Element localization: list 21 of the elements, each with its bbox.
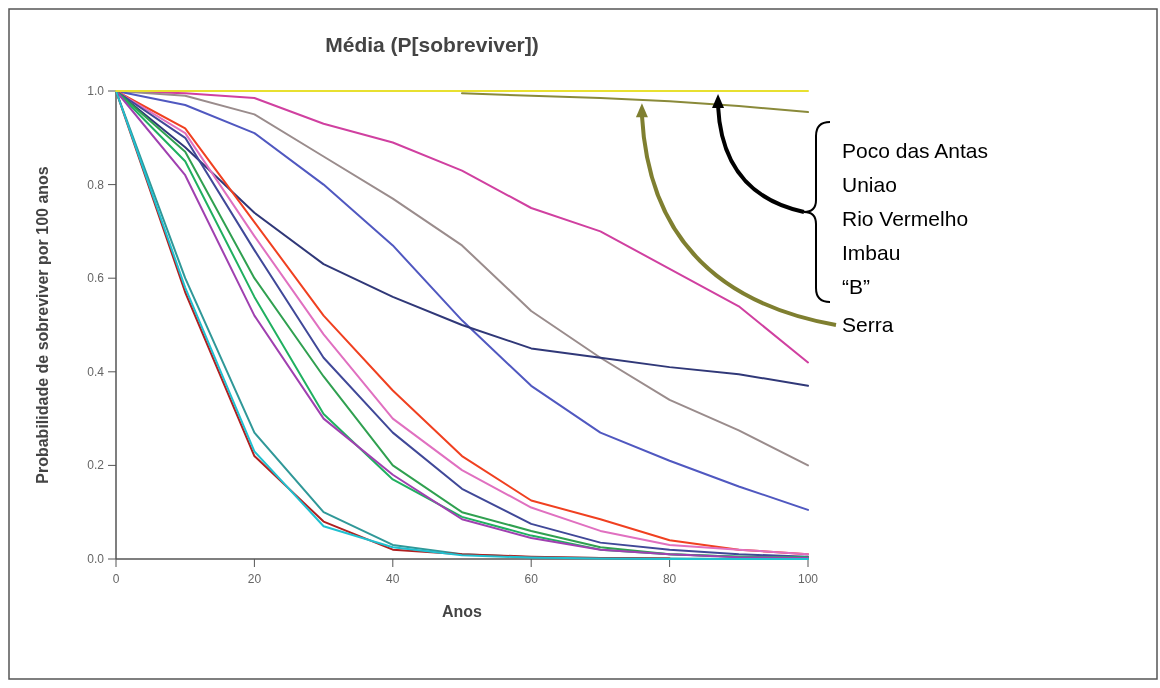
- text: Rio Vermelho: [842, 207, 969, 230]
- y-tick-label: 0.8: [87, 177, 105, 192]
- text: Serra: [842, 313, 894, 336]
- chart-title: Média (P[sobreviver]): [325, 33, 539, 56]
- y-tick-label: 1.0: [87, 84, 105, 98]
- x-tick-label: 40: [386, 572, 400, 586]
- x-tick-label: 0: [112, 572, 120, 586]
- y-tick-label: 0.4: [87, 364, 105, 379]
- text: “B”: [842, 275, 870, 298]
- x-tick-label: 60: [524, 572, 539, 586]
- y-axis-title: Probabilidade de sobreviver por 100 anos: [34, 166, 51, 484]
- text: Uniao: [842, 173, 897, 196]
- x-tick-label: 20: [247, 572, 262, 586]
- y-tick-label: 0.6: [87, 271, 105, 286]
- y-tick-label: 0.2: [87, 458, 105, 473]
- x-axis-title: Anos: [442, 603, 483, 620]
- x-tick-label: 80: [662, 572, 677, 586]
- text: Imbau: [842, 241, 901, 264]
- text: Poco das Antas: [842, 139, 988, 162]
- x-tick-label: 100: [797, 572, 819, 586]
- y-tick-label: 0.0: [87, 552, 105, 566]
